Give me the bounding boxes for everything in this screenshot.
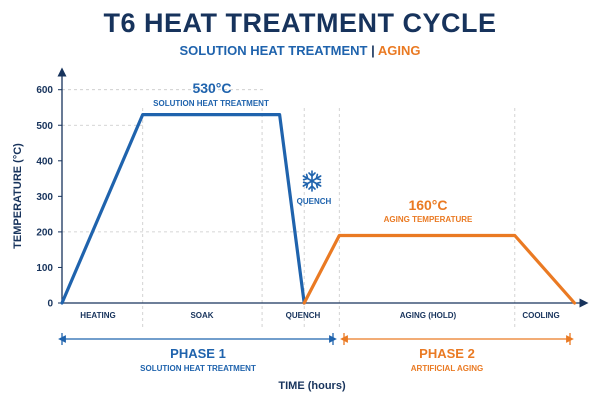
y-tick-label-400: 400 xyxy=(36,156,53,167)
y-tick-label-300: 300 xyxy=(36,192,53,203)
solution-temp-label: 530°C xyxy=(192,80,231,96)
y-axis-title: TEMPERATURE (°C) xyxy=(12,143,24,249)
stage-label-soak: SOAK xyxy=(190,311,213,320)
series-line-1 xyxy=(60,112,306,305)
series-lines xyxy=(60,112,577,305)
aging-temperature-label: AGING TEMPERATURE xyxy=(384,215,473,224)
aging-temp-label: 160°C xyxy=(408,197,447,213)
phase1-title: PHASE 1 xyxy=(170,346,226,361)
axes: 0 100 200 300 400 500 600 xyxy=(36,67,589,310)
phase2-description: ARTIFICIAL AGING xyxy=(411,364,483,373)
stage-label-cooling: COOLING xyxy=(522,311,559,320)
phase1-description: SOLUTION HEAT TREATMENT xyxy=(140,364,256,373)
quench-label: QUENCH xyxy=(297,197,332,206)
chart-title: T6 HEAT TREATMENT CYCLE xyxy=(103,8,497,38)
snowflake-icon xyxy=(302,170,322,192)
stage-label-heating: HEATING xyxy=(80,311,115,320)
phase2-title: PHASE 2 xyxy=(419,346,475,361)
x-axis-title: TIME (hours) xyxy=(278,380,346,392)
stage-label-aging-hold: AGING (HOLD) xyxy=(400,311,457,320)
y-tick-label-500: 500 xyxy=(36,121,53,132)
y-tick-label-0: 0 xyxy=(47,299,53,310)
y-tick-label-200: 200 xyxy=(36,227,53,238)
subtitle-solution: SOLUTION HEAT TREATMENT xyxy=(179,43,368,58)
solution-heat-treatment-label: SOLUTION HEAT TREATMENT xyxy=(153,99,269,108)
subtitle-separator: | xyxy=(371,43,375,58)
chart-subtitle: SOLUTION HEAT TREATMENT | AGING xyxy=(0,43,600,58)
grid-lines xyxy=(62,89,516,330)
y-tick-label-100: 100 xyxy=(36,263,53,274)
subtitle-aging: AGING xyxy=(377,43,421,58)
stage-label-quench: QUENCH xyxy=(286,311,321,320)
y-tick-label-600: 600 xyxy=(36,85,53,96)
series-line-2 xyxy=(302,233,577,305)
